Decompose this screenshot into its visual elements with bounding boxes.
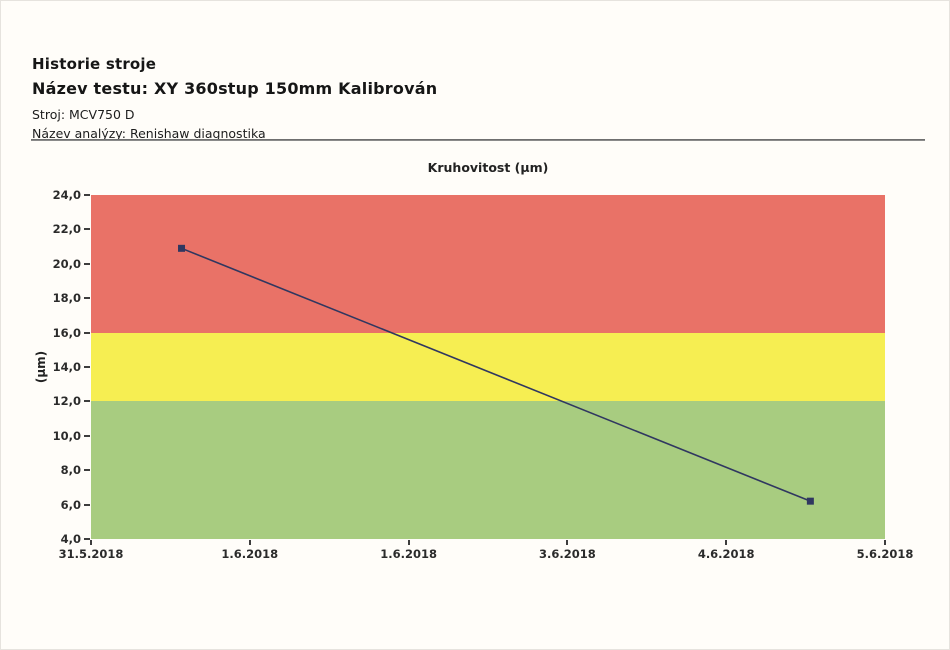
x-tick-mark	[884, 540, 886, 545]
x-tick-mark	[566, 540, 569, 545]
machine-line: Stroj: MCV750 D	[32, 107, 135, 122]
tolerance-band-pass	[91, 401, 885, 539]
y-tick-mark	[84, 331, 90, 334]
y-tick-label: 12,0	[52, 394, 81, 409]
y-tick-mark	[84, 366, 90, 368]
x-tick-mark	[407, 540, 410, 545]
tolerance-band-warning	[91, 332, 885, 402]
x-tick-mark	[248, 540, 251, 545]
y-tick-mark	[84, 228, 90, 231]
data-point-marker	[178, 244, 186, 252]
test-name-line: Název testu: XY 360stup 150mm Kalibrován	[32, 79, 438, 98]
x-tick-label: 1.6.2018	[221, 547, 279, 561]
tolerance-band-fail	[91, 195, 885, 333]
x-tick-mark	[90, 540, 92, 545]
y-tick-mark	[84, 469, 90, 472]
x-tick-label: 4.6.2018	[697, 547, 755, 561]
y-tick-label: 16,0	[52, 325, 81, 340]
x-tick-label: 1.6.2018	[380, 547, 437, 561]
y-tick-label: 14,0	[52, 360, 81, 374]
x-tick-mark	[725, 540, 728, 545]
y-tick-label: 22,0	[52, 222, 81, 237]
y-tick-label: 8,0	[60, 463, 81, 478]
y-tick-mark	[84, 503, 90, 506]
page-title: Historie stroje	[32, 55, 157, 73]
y-tick-label: 18,0	[52, 291, 81, 306]
series-layer	[178, 244, 814, 505]
y-tick-label: 20,0	[52, 256, 81, 271]
y-tick-label: 6,0	[60, 497, 81, 512]
analysis-line: Název analýzy: Renishaw diagnostika	[32, 126, 266, 141]
y-tick-mark	[84, 262, 90, 265]
header-divider	[31, 139, 925, 141]
y-tick-mark	[84, 297, 90, 300]
y-tick-label: 10,0	[52, 428, 81, 443]
chart-title: Kruhovitost (µm)	[427, 160, 549, 175]
report-header: Historie stroje Název testu: XY 360stup …	[32, 55, 437, 145]
x-tick-label: 5.6.2018	[856, 547, 914, 561]
x-tick-label: 31.5.2018	[58, 547, 124, 561]
history-chart-plot-area	[91, 195, 885, 539]
y-tick-mark	[84, 538, 90, 540]
y-tick-label: 24,0	[52, 188, 81, 202]
y-tick-mark	[84, 400, 90, 403]
y-tick-mark	[84, 194, 90, 196]
y-tick-label: 4,0	[60, 532, 81, 546]
series-line	[181, 247, 811, 502]
x-tick-label: 3.6.2018	[539, 547, 596, 561]
y-tick-mark	[84, 434, 90, 437]
data-point-marker	[806, 497, 814, 505]
